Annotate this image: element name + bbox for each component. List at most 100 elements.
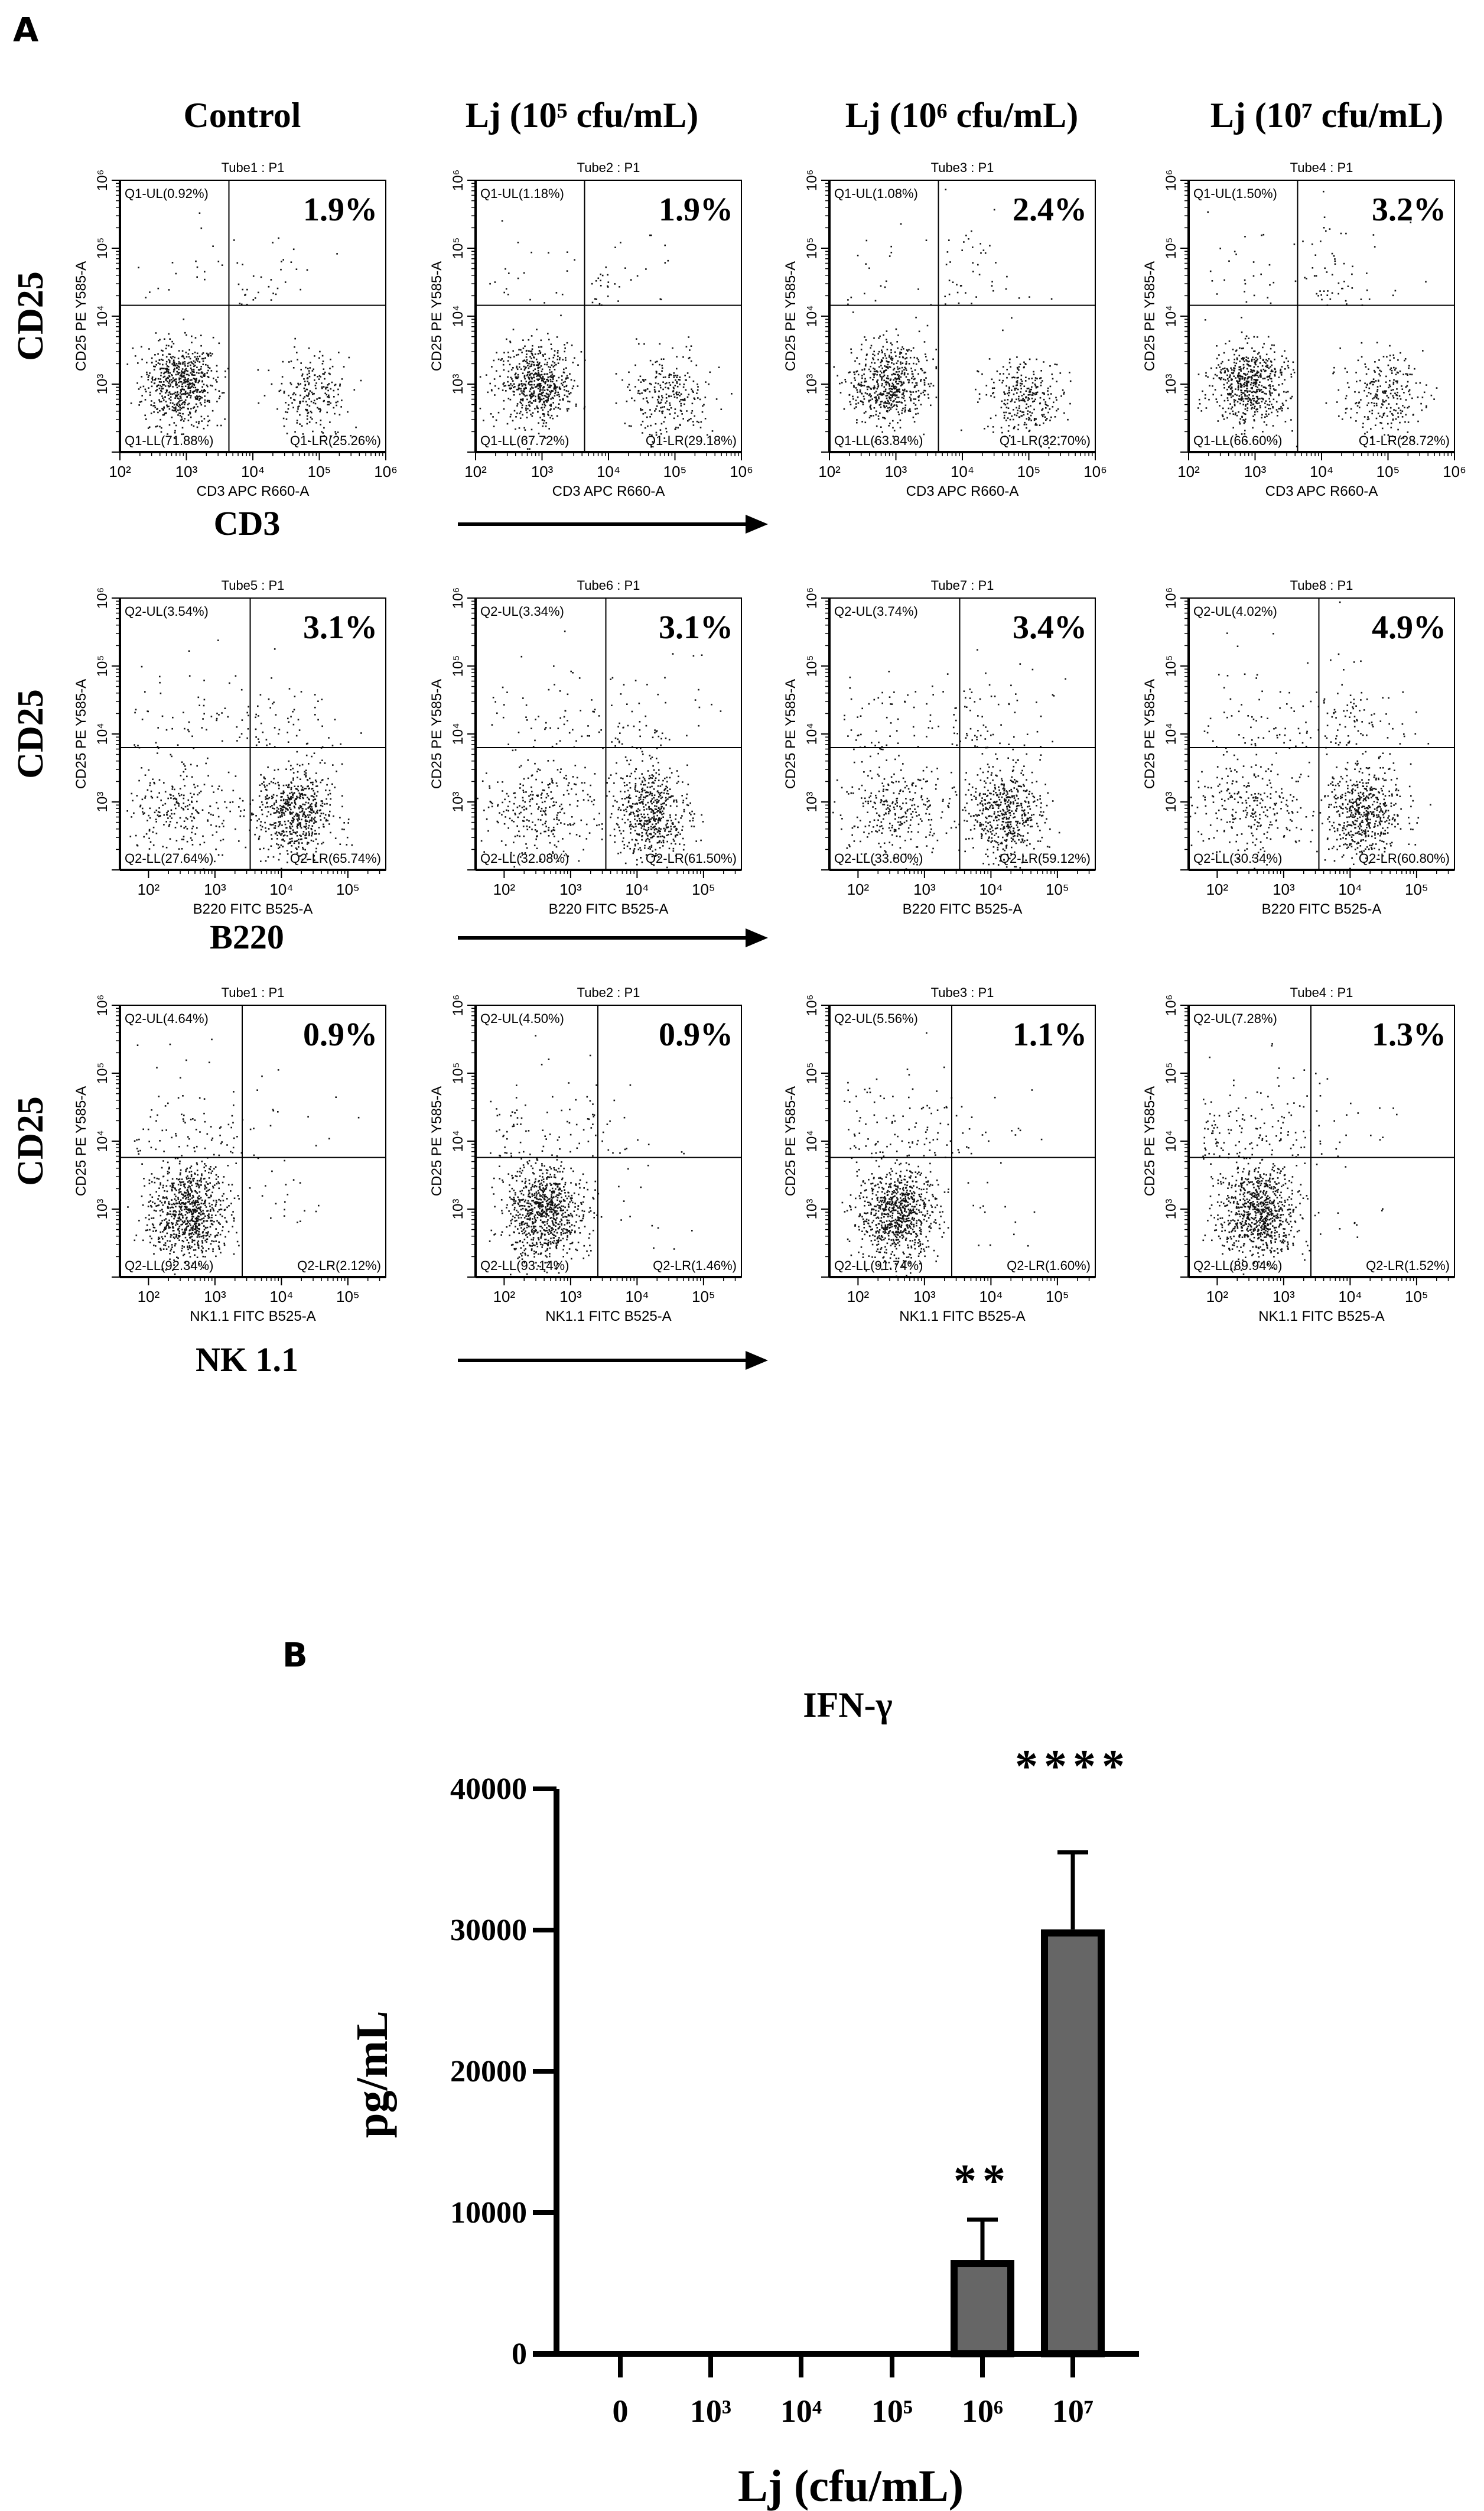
event-dot xyxy=(299,834,301,836)
event-dot xyxy=(184,361,186,363)
event-dot xyxy=(682,356,684,358)
event-dot xyxy=(186,369,187,372)
event-dot xyxy=(1239,347,1241,349)
event-dot xyxy=(292,407,294,408)
event-dot xyxy=(207,365,209,366)
event-dot xyxy=(571,387,574,389)
event-dot xyxy=(191,362,193,364)
event-dot xyxy=(216,831,217,833)
event-dot xyxy=(517,277,519,280)
event-dot xyxy=(275,822,276,824)
event-dot xyxy=(558,387,561,389)
event-dot xyxy=(309,777,311,779)
event-dot xyxy=(672,347,673,349)
event-dot xyxy=(1271,404,1273,405)
event-dot xyxy=(1231,406,1234,408)
event-dot xyxy=(139,386,142,388)
event-dot xyxy=(268,369,270,372)
event-dot xyxy=(544,373,546,375)
event-dot xyxy=(1261,401,1263,402)
event-dot xyxy=(672,381,674,384)
event-dot xyxy=(878,396,880,398)
event-dot xyxy=(559,399,561,401)
event-dot xyxy=(281,810,284,812)
event-dot xyxy=(530,388,532,389)
event-dot xyxy=(318,810,321,811)
event-dot xyxy=(243,815,245,817)
event-dot xyxy=(1234,365,1236,367)
y-tick-label: 10⁶ xyxy=(95,170,110,191)
event-dot xyxy=(896,408,897,411)
event-dot xyxy=(1325,230,1327,232)
event-dot xyxy=(1257,353,1259,355)
event-dot xyxy=(1255,361,1257,363)
event-dot xyxy=(556,415,558,417)
event-dot xyxy=(282,812,284,814)
event-dot xyxy=(1392,294,1394,297)
event-dot xyxy=(194,381,196,383)
event-dot xyxy=(679,379,681,381)
event-dot xyxy=(229,810,231,813)
event-dot xyxy=(522,393,525,395)
event-dot xyxy=(190,424,193,426)
event-dot xyxy=(197,382,199,384)
event-dot xyxy=(1251,377,1253,379)
event-dot xyxy=(339,843,341,845)
event-dot xyxy=(551,389,553,392)
event-dot xyxy=(528,378,531,380)
event-dot xyxy=(1233,399,1235,401)
event-dot xyxy=(203,784,206,785)
event-dot xyxy=(1363,389,1365,392)
event-dot xyxy=(304,826,307,828)
event-dot xyxy=(535,372,536,374)
event-dot xyxy=(1286,358,1287,359)
event-dot xyxy=(873,407,876,409)
event-dot xyxy=(677,427,679,429)
event-dot xyxy=(294,798,297,800)
event-dot xyxy=(1228,394,1231,396)
event-dot xyxy=(523,383,525,385)
event-dot xyxy=(633,399,636,402)
event-dot xyxy=(1027,405,1030,408)
event-dot xyxy=(296,815,298,817)
event-dot xyxy=(668,382,671,384)
event-dot xyxy=(1272,371,1274,372)
event-dot xyxy=(307,395,308,397)
event-dot xyxy=(317,407,318,409)
event-dot xyxy=(217,816,220,818)
event-dot xyxy=(1021,395,1023,397)
event-dot xyxy=(902,362,904,364)
event-dot xyxy=(1372,378,1375,380)
event-dot xyxy=(1281,366,1283,368)
event-dot xyxy=(141,401,142,402)
event-dot xyxy=(522,360,524,362)
event-dot xyxy=(326,803,328,805)
event-dot xyxy=(1031,386,1033,388)
event-dot xyxy=(901,384,903,386)
event-dot xyxy=(1014,414,1016,416)
event-dot xyxy=(1023,414,1025,416)
event-dot xyxy=(523,272,525,274)
event-dot xyxy=(904,358,906,360)
event-dot xyxy=(296,835,298,837)
event-dot xyxy=(930,404,932,407)
event-dot xyxy=(918,360,920,363)
event-dot xyxy=(869,393,871,395)
event-dot xyxy=(313,822,315,824)
event-dot xyxy=(883,372,885,373)
event-dot xyxy=(1387,397,1389,399)
event-dot xyxy=(285,402,287,404)
event-dot xyxy=(885,402,887,404)
event-dot xyxy=(277,844,279,846)
event-dot xyxy=(672,386,675,388)
event-dot xyxy=(259,848,261,850)
event-dot xyxy=(155,390,157,392)
event-dot xyxy=(298,796,300,798)
event-dot xyxy=(902,392,904,394)
event-dot xyxy=(696,392,698,394)
event-dot xyxy=(1337,293,1339,295)
event-dot xyxy=(536,329,538,330)
event-dot xyxy=(660,386,662,389)
event-dot xyxy=(531,350,533,352)
event-dot xyxy=(1033,371,1034,373)
